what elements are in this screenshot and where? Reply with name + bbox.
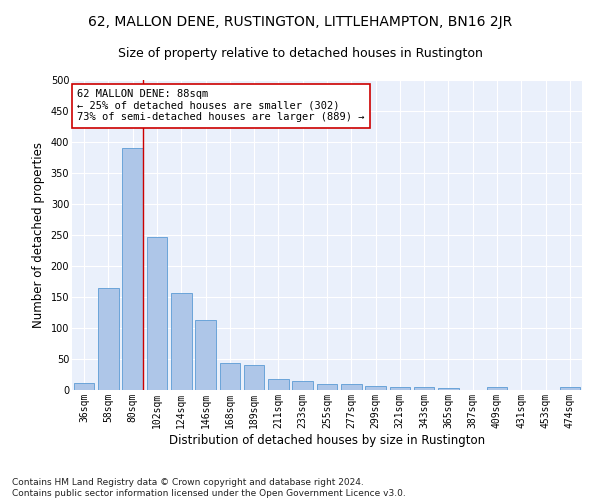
Bar — [341, 384, 362, 390]
Bar — [414, 387, 434, 390]
Bar — [365, 386, 386, 390]
Bar — [292, 380, 313, 390]
Y-axis label: Number of detached properties: Number of detached properties — [32, 142, 45, 328]
Bar — [122, 148, 143, 390]
Bar — [146, 237, 167, 390]
Bar — [317, 384, 337, 390]
Bar — [74, 382, 94, 390]
Bar — [438, 388, 459, 390]
Bar — [171, 292, 191, 390]
Text: Size of property relative to detached houses in Rustington: Size of property relative to detached ho… — [118, 48, 482, 60]
Bar — [268, 379, 289, 390]
Bar — [195, 320, 216, 390]
Text: 62 MALLON DENE: 88sqm
← 25% of detached houses are smaller (302)
73% of semi-det: 62 MALLON DENE: 88sqm ← 25% of detached … — [77, 90, 365, 122]
Text: Contains HM Land Registry data © Crown copyright and database right 2024.
Contai: Contains HM Land Registry data © Crown c… — [12, 478, 406, 498]
X-axis label: Distribution of detached houses by size in Rustington: Distribution of detached houses by size … — [169, 434, 485, 446]
Bar — [560, 387, 580, 390]
Bar — [220, 362, 240, 390]
Bar — [389, 387, 410, 390]
Bar — [487, 387, 508, 390]
Bar — [98, 288, 119, 390]
Text: 62, MALLON DENE, RUSTINGTON, LITTLEHAMPTON, BN16 2JR: 62, MALLON DENE, RUSTINGTON, LITTLEHAMPT… — [88, 15, 512, 29]
Bar — [244, 365, 265, 390]
